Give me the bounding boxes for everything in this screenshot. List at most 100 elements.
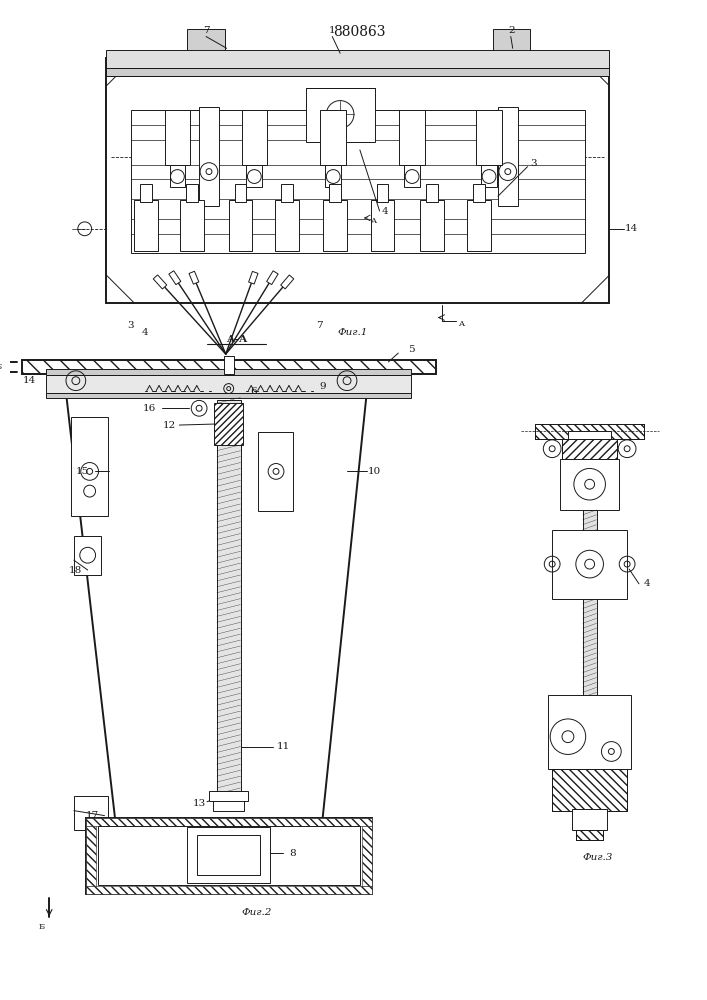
- Text: 15: 15: [76, 467, 89, 476]
- Bar: [170, 165, 185, 187]
- Bar: [575, 830, 604, 840]
- Text: A: A: [370, 217, 375, 225]
- Text: 1: 1: [329, 26, 336, 35]
- Bar: [197, 835, 260, 875]
- Text: Фиг.2: Фиг.2: [241, 908, 271, 917]
- Bar: [71, 417, 108, 516]
- Bar: [420, 200, 444, 251]
- Bar: [477, 110, 502, 165]
- Bar: [275, 200, 299, 251]
- Bar: [134, 200, 158, 251]
- Bar: [86, 826, 95, 886]
- Bar: [235, 184, 247, 202]
- Bar: [320, 110, 346, 165]
- Bar: [180, 200, 204, 251]
- Text: 9: 9: [319, 382, 326, 391]
- Text: 880863: 880863: [332, 25, 385, 39]
- Bar: [329, 184, 341, 202]
- Text: 18: 18: [69, 566, 83, 575]
- Bar: [325, 165, 341, 187]
- Text: 3: 3: [127, 321, 134, 330]
- Bar: [242, 110, 267, 165]
- Text: 4: 4: [643, 579, 650, 588]
- Bar: [107, 68, 609, 76]
- Bar: [572, 809, 607, 830]
- Bar: [535, 424, 644, 439]
- Bar: [165, 110, 190, 165]
- Text: A–A: A–A: [226, 335, 247, 344]
- Bar: [560, 459, 619, 510]
- Bar: [131, 110, 585, 253]
- Bar: [98, 826, 360, 885]
- Polygon shape: [281, 275, 294, 289]
- Bar: [247, 165, 262, 187]
- Bar: [535, 424, 644, 439]
- Bar: [107, 58, 609, 303]
- Polygon shape: [249, 271, 258, 284]
- Bar: [46, 393, 411, 398]
- Bar: [281, 184, 293, 202]
- Polygon shape: [153, 275, 167, 289]
- Bar: [187, 827, 270, 883]
- Text: 10: 10: [368, 467, 381, 476]
- Bar: [86, 818, 372, 826]
- Text: 7: 7: [316, 321, 322, 330]
- Bar: [199, 107, 219, 206]
- Bar: [370, 200, 395, 251]
- Bar: [46, 375, 411, 393]
- Bar: [86, 818, 372, 894]
- Text: 4: 4: [141, 328, 148, 337]
- Text: 12: 12: [163, 421, 176, 430]
- Text: 6: 6: [250, 387, 257, 396]
- Bar: [362, 826, 372, 886]
- Text: Фиг.3: Фиг.3: [583, 853, 613, 862]
- Bar: [426, 184, 438, 202]
- Text: Б: Б: [38, 923, 45, 931]
- Bar: [498, 107, 518, 206]
- Bar: [186, 184, 198, 202]
- Bar: [323, 200, 347, 251]
- Bar: [552, 530, 627, 599]
- Bar: [548, 695, 631, 769]
- Bar: [568, 431, 612, 439]
- Bar: [107, 50, 609, 68]
- Polygon shape: [66, 393, 367, 821]
- Text: 14: 14: [624, 224, 638, 233]
- Bar: [473, 184, 485, 202]
- Bar: [213, 791, 245, 811]
- Bar: [377, 184, 388, 202]
- Bar: [552, 769, 627, 811]
- Bar: [74, 796, 108, 830]
- Text: 3: 3: [530, 159, 537, 168]
- Text: 8: 8: [289, 849, 296, 858]
- Bar: [214, 403, 243, 445]
- Bar: [140, 184, 152, 202]
- Text: A: A: [458, 320, 464, 328]
- Text: 11: 11: [276, 742, 290, 751]
- Bar: [467, 200, 491, 251]
- Text: 14: 14: [23, 376, 36, 385]
- Bar: [305, 88, 375, 142]
- Text: 13: 13: [192, 799, 206, 808]
- Bar: [46, 369, 411, 375]
- Bar: [258, 432, 293, 511]
- Bar: [224, 356, 233, 374]
- Bar: [22, 360, 436, 374]
- Text: 4: 4: [381, 207, 388, 216]
- Polygon shape: [189, 271, 199, 284]
- Bar: [493, 29, 530, 58]
- Bar: [187, 29, 225, 58]
- Polygon shape: [169, 271, 181, 285]
- Bar: [404, 165, 420, 187]
- Bar: [228, 200, 252, 251]
- Text: 16: 16: [144, 404, 156, 413]
- Bar: [583, 510, 597, 742]
- Bar: [74, 536, 102, 575]
- Polygon shape: [267, 271, 278, 285]
- Text: 5: 5: [408, 345, 414, 354]
- Bar: [209, 791, 248, 801]
- Text: 2: 2: [508, 26, 515, 35]
- Bar: [562, 439, 617, 459]
- Bar: [562, 439, 617, 459]
- Text: 7: 7: [203, 26, 209, 35]
